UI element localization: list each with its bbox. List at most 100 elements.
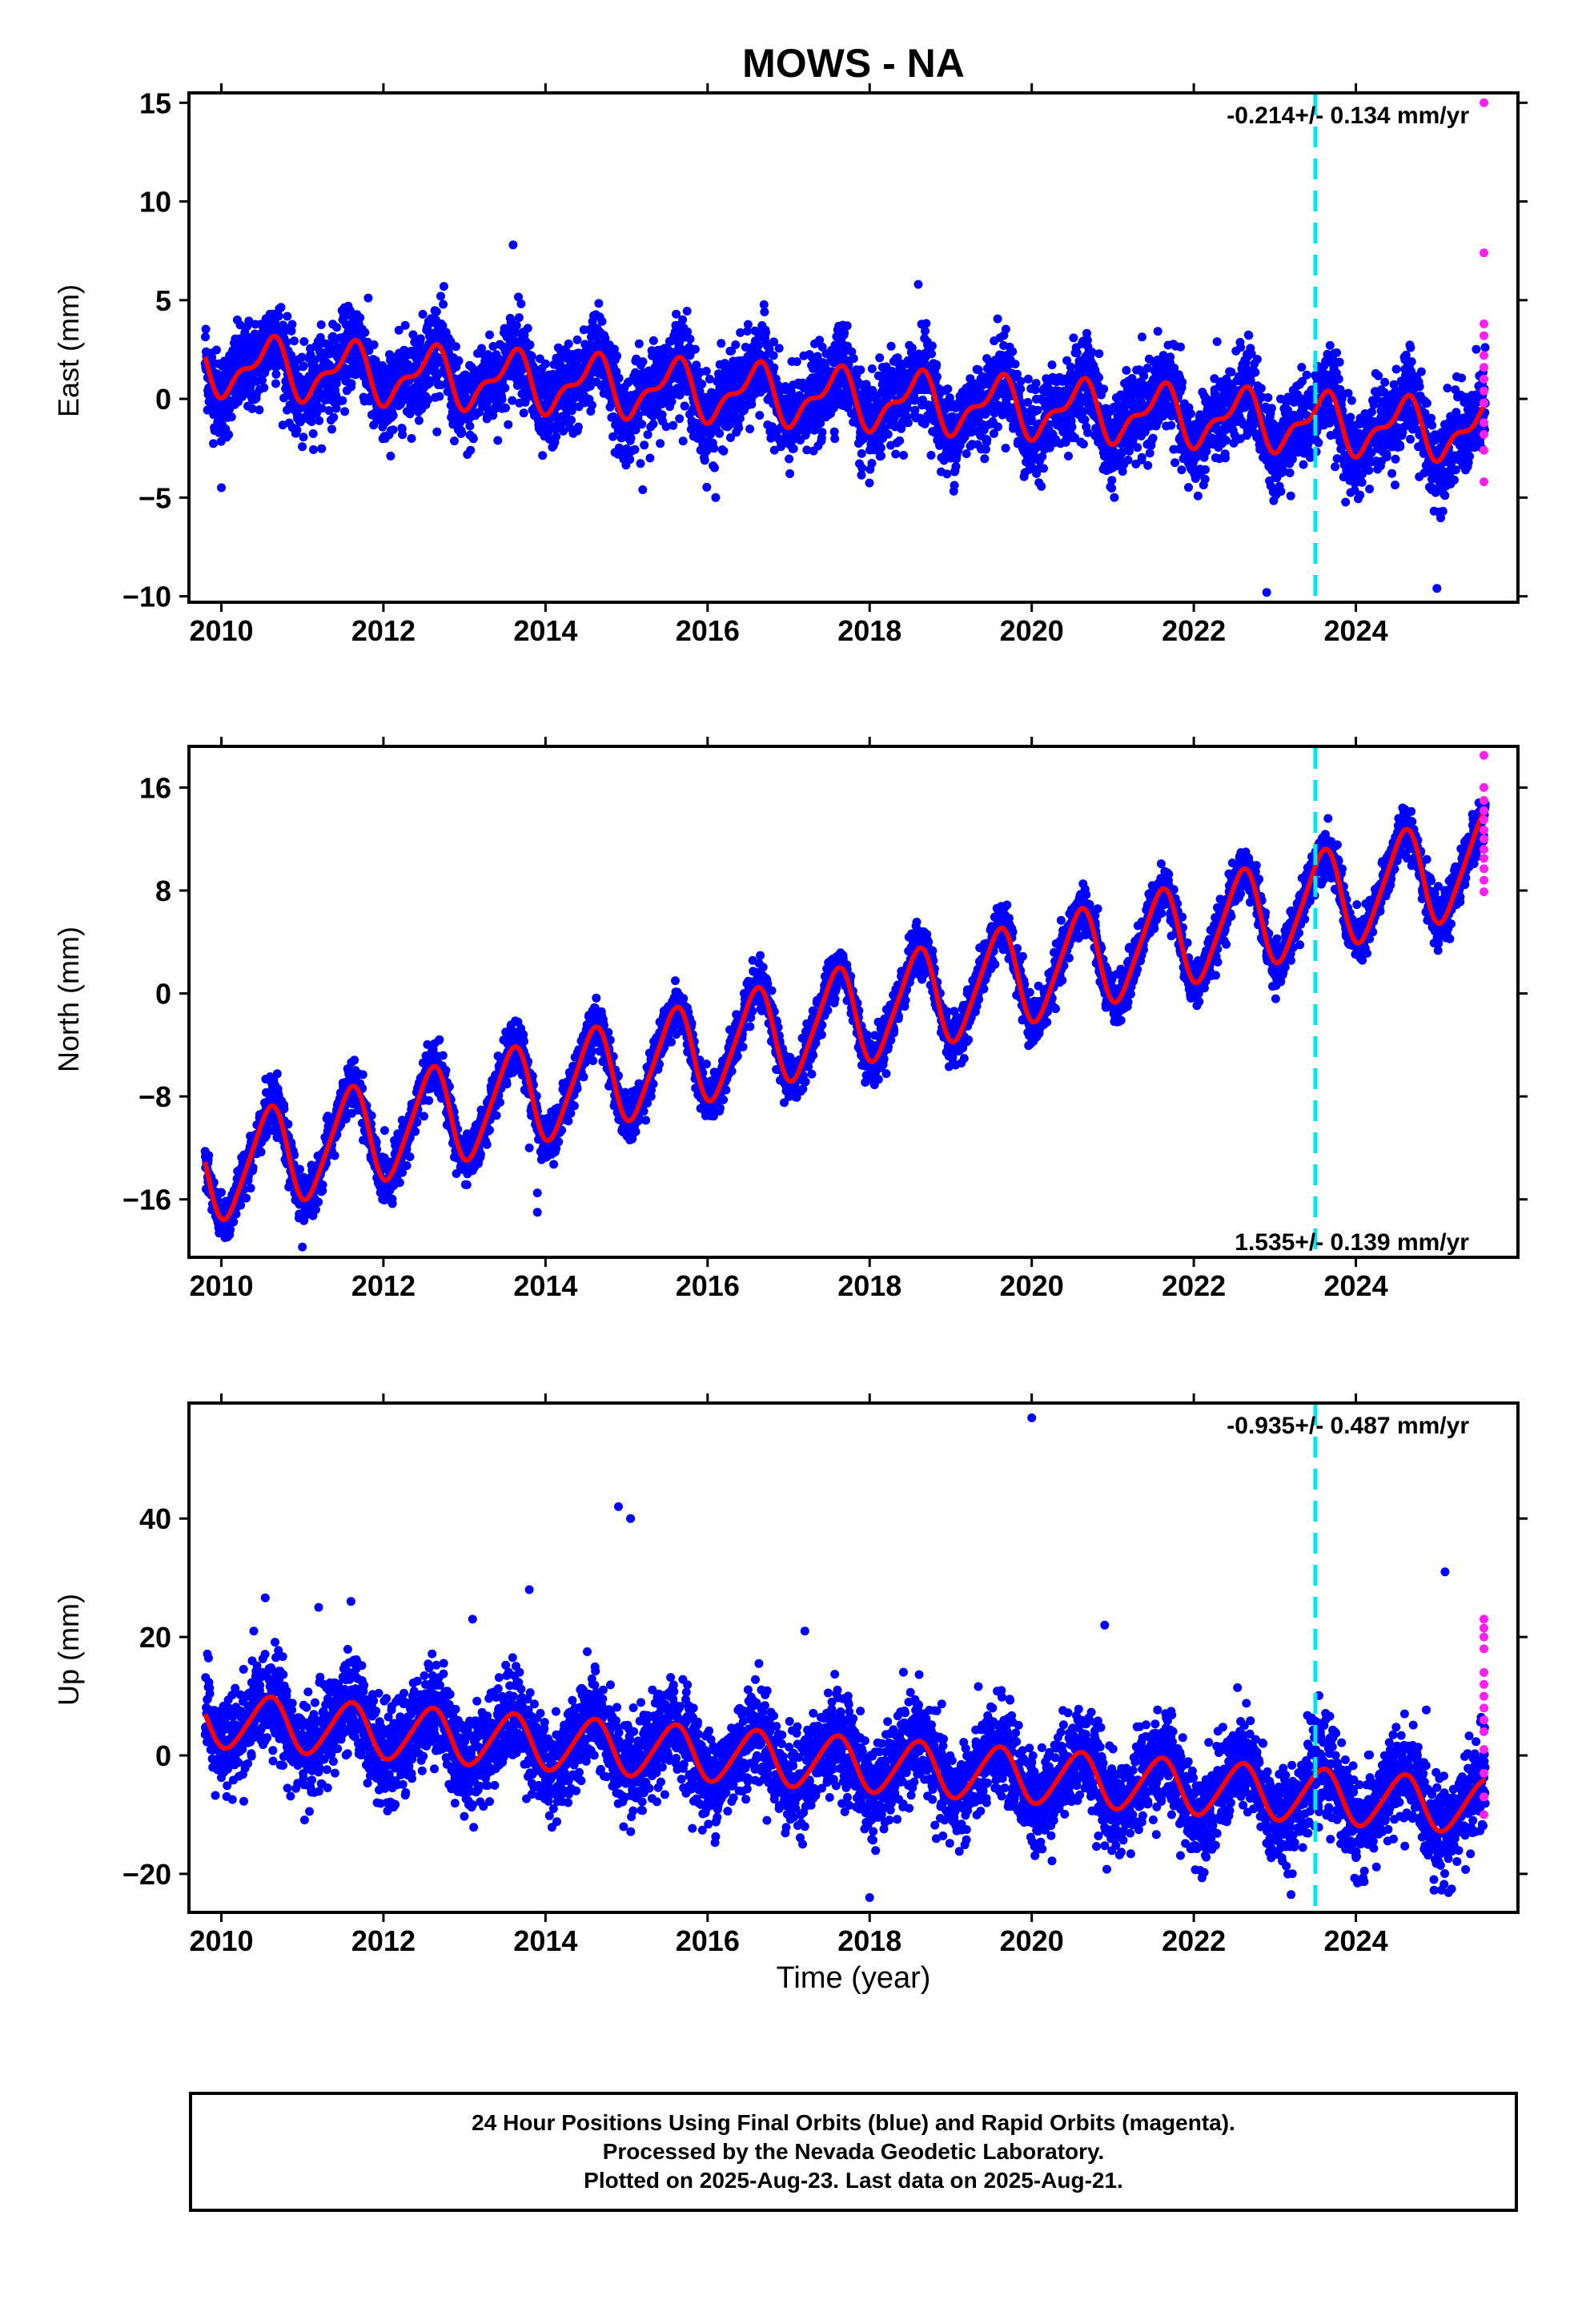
final-orbit-point bbox=[497, 395, 507, 404]
final-orbit-point bbox=[435, 392, 444, 401]
final-orbit-point bbox=[792, 357, 801, 367]
final-orbit-point bbox=[678, 436, 688, 446]
final-orbit-point bbox=[1236, 343, 1246, 352]
final-orbit-point bbox=[867, 459, 877, 468]
final-orbit-point bbox=[227, 412, 236, 422]
final-orbit-point bbox=[817, 428, 827, 437]
final-orbit-point bbox=[271, 379, 280, 388]
final-orbit-point bbox=[626, 433, 636, 443]
final-orbit-point bbox=[630, 444, 640, 454]
final-orbit-point bbox=[1256, 384, 1266, 393]
final-orbit-point bbox=[209, 439, 218, 448]
east-scatter bbox=[200, 240, 1490, 597]
final-orbit-point bbox=[360, 328, 370, 337]
final-orbit-point bbox=[1302, 370, 1311, 380]
final-orbit-point bbox=[287, 320, 297, 329]
final-orbit-point bbox=[1078, 440, 1088, 448]
final-orbit-point bbox=[902, 404, 912, 413]
final-orbit-point bbox=[625, 455, 635, 464]
final-orbit-point bbox=[309, 445, 318, 454]
final-orbit-point bbox=[950, 480, 959, 490]
final-orbit-point bbox=[567, 416, 576, 425]
final-orbit-point bbox=[414, 416, 424, 425]
final-orbit-point bbox=[1297, 363, 1307, 372]
final-orbit-point bbox=[1107, 484, 1117, 493]
final-orbit-point bbox=[465, 421, 475, 431]
final-orbit-point bbox=[363, 293, 373, 303]
final-orbit-point bbox=[564, 339, 573, 348]
final-orbit-point bbox=[436, 292, 445, 301]
final-orbit-point bbox=[299, 432, 308, 442]
final-orbit-point bbox=[785, 454, 794, 464]
final-orbit-point bbox=[830, 434, 840, 444]
final-orbit-point bbox=[247, 404, 257, 413]
final-orbit-point bbox=[597, 316, 607, 326]
final-orbit-point bbox=[1072, 348, 1082, 358]
final-orbit-point bbox=[1201, 465, 1210, 474]
final-orbit-point bbox=[527, 352, 536, 361]
final-orbit-point bbox=[774, 344, 784, 353]
final-orbit-point bbox=[682, 307, 692, 316]
final-orbit-point bbox=[292, 425, 302, 435]
final-orbit-point bbox=[1023, 374, 1033, 384]
final-orbit-point bbox=[648, 420, 658, 428]
final-orbit-point bbox=[1039, 464, 1048, 473]
final-orbit-point bbox=[769, 363, 779, 372]
final-orbit-point bbox=[910, 405, 920, 415]
final-orbit-point bbox=[1110, 493, 1119, 502]
final-orbit-point bbox=[864, 394, 873, 404]
final-orbit-point bbox=[980, 454, 990, 464]
final-orbit-point bbox=[258, 376, 267, 385]
final-orbit-point bbox=[709, 444, 719, 453]
final-orbit-point bbox=[540, 359, 550, 368]
final-orbit-point bbox=[1067, 422, 1077, 432]
final-orbit-point bbox=[283, 312, 292, 321]
final-orbit-point bbox=[332, 323, 342, 332]
final-orbit-point bbox=[400, 320, 410, 330]
final-orbit-point bbox=[338, 396, 347, 405]
final-orbit-point bbox=[418, 309, 428, 319]
final-orbit-point bbox=[1178, 377, 1187, 387]
final-orbit-point bbox=[329, 412, 339, 422]
final-orbit-point bbox=[643, 430, 652, 440]
final-orbit-point bbox=[875, 353, 885, 363]
final-orbit-point bbox=[842, 321, 852, 331]
final-orbit-point bbox=[468, 434, 478, 444]
final-orbit-point bbox=[276, 303, 286, 312]
final-orbit-point bbox=[224, 430, 234, 440]
final-orbit-point bbox=[1263, 393, 1273, 402]
final-orbit-point bbox=[1299, 460, 1308, 469]
final-orbit-point bbox=[1001, 444, 1010, 453]
final-orbit-point bbox=[1122, 366, 1131, 375]
final-orbit-point bbox=[962, 449, 971, 459]
final-orbit-point bbox=[1133, 443, 1142, 452]
final-orbit-point bbox=[1099, 384, 1109, 394]
final-orbit-point bbox=[514, 313, 524, 323]
final-orbit-point bbox=[1227, 368, 1236, 377]
final-orbit-point bbox=[933, 372, 942, 381]
final-orbit-point bbox=[432, 307, 441, 316]
panel-east: 2010 2012 2014 2016 2018 2020 2022 2024151050−5… bbox=[52, 83, 1528, 647]
final-orbit-point bbox=[244, 316, 254, 326]
final-orbit-point bbox=[719, 446, 729, 456]
final-orbit-point bbox=[299, 361, 308, 371]
final-orbit-point bbox=[1037, 481, 1046, 491]
final-orbit-point bbox=[282, 337, 291, 347]
final-orbit-point bbox=[982, 435, 992, 444]
final-orbit-point bbox=[331, 404, 341, 413]
final-orbit-point bbox=[734, 423, 744, 432]
final-orbit-point bbox=[927, 349, 936, 359]
final-orbit-point bbox=[386, 452, 396, 460]
final-orbit-point bbox=[926, 451, 936, 460]
final-orbit-point bbox=[538, 451, 548, 460]
final-orbit-point bbox=[316, 320, 326, 329]
final-orbit-point bbox=[1244, 331, 1254, 340]
final-orbit-point bbox=[636, 459, 645, 468]
final-orbit-point bbox=[1001, 324, 1010, 334]
final-orbit-point bbox=[1031, 379, 1041, 388]
final-orbit-point bbox=[1177, 465, 1186, 475]
chart-title: MOWS - NA bbox=[742, 41, 965, 86]
final-orbit-point bbox=[942, 469, 952, 479]
final-orbit-point bbox=[1123, 456, 1133, 464]
final-orbit-point bbox=[857, 448, 866, 458]
